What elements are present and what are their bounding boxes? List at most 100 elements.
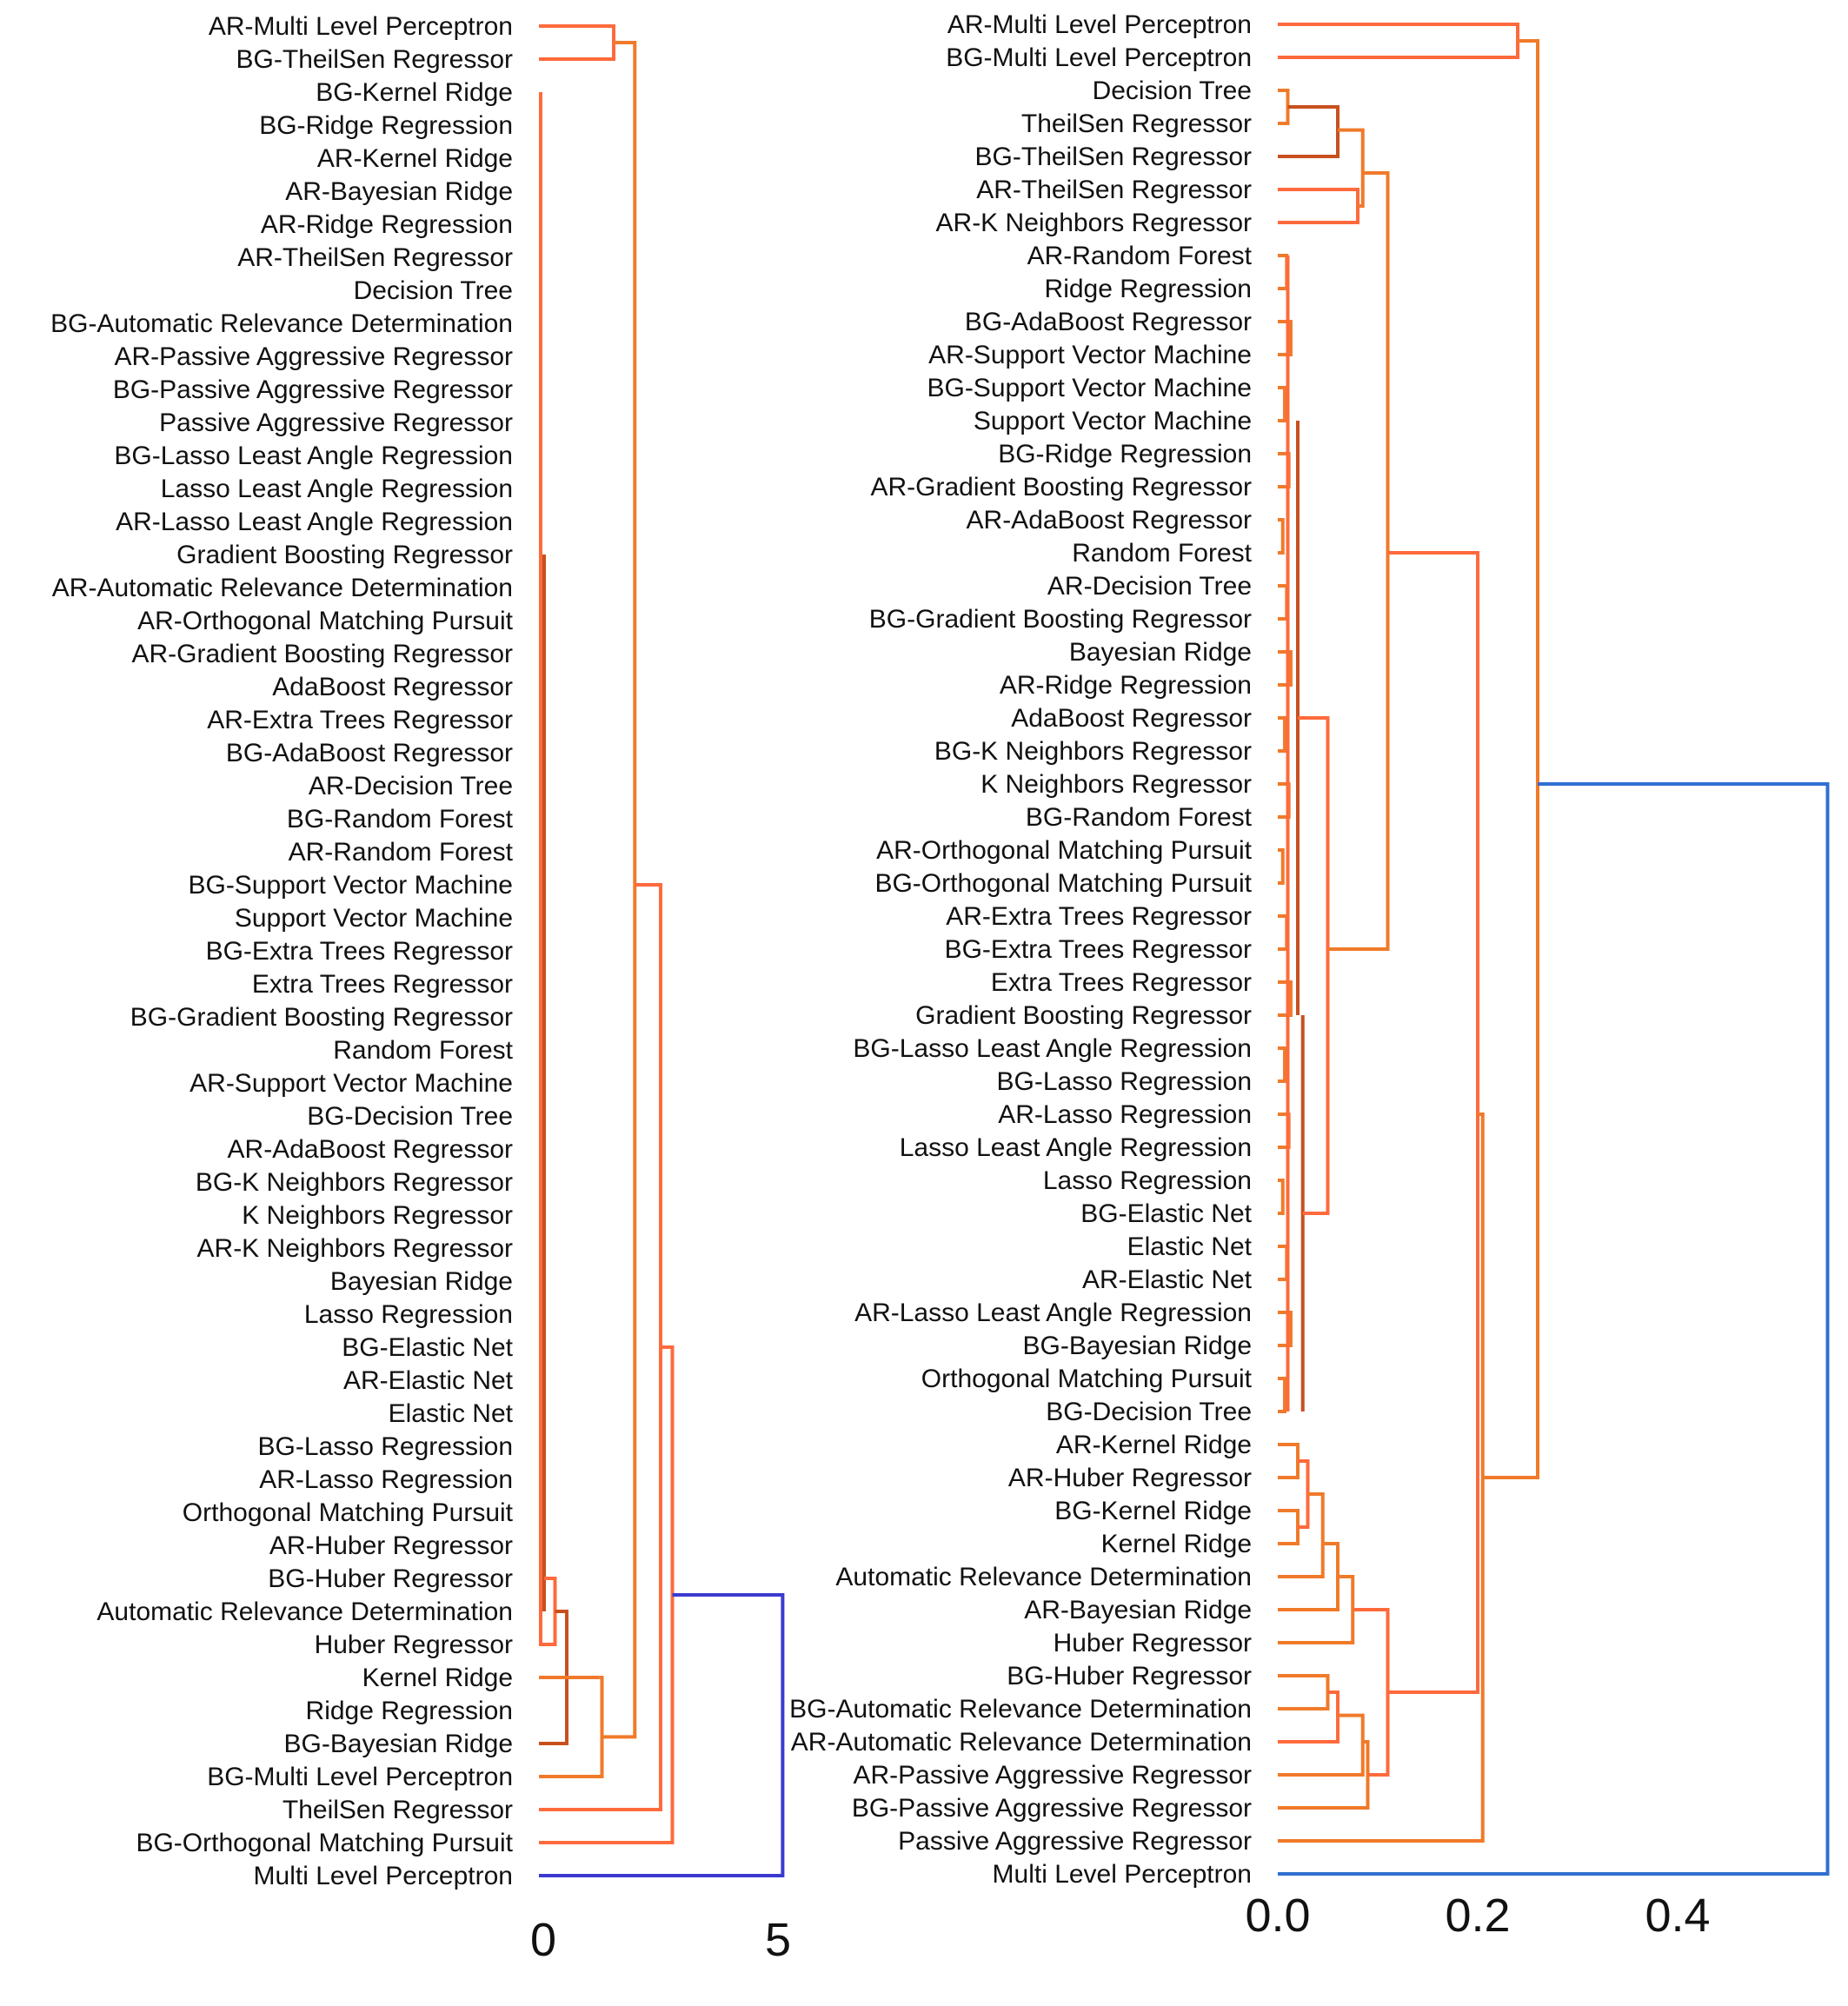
right-branch-bg-huber: [1278, 1674, 1330, 1710]
right-distance-axis: 0.0 0.2 0.4: [1245, 1890, 1710, 1942]
left-dendrogram: AR-Multi Level Perceptron BG-TheilSen Reg…: [50, 12, 791, 1966]
left-leaf-label-ar-adaboost-regressor: AR-AdaBoost Regressor: [228, 1135, 513, 1164]
right-leaf-label-ar-elastic-net: AR-Elastic Net: [1082, 1265, 1253, 1294]
right-leaf-label-bg-huber-regressor: BG-Huber Regressor: [1007, 1662, 1252, 1690]
left-leaf-label-ar-extra-trees-regressor: AR-Extra Trees Regressor: [207, 706, 513, 734]
right-branch-leafpair-21: [1278, 716, 1287, 753]
right-branch-passive: [1278, 1713, 1365, 1777]
left-axis-tick-1: 5: [765, 1914, 791, 1966]
right-leaf-label-ar-decision-tree: AR-Decision Tree: [1047, 572, 1252, 601]
right-leaf-label-ar-gradient-boosting-regressor: AR-Gradient Boosting Regressor: [870, 473, 1252, 502]
right-leaf-label-bg-passive-aggressive-regressor: BG-Passive Aggressive Regressor: [852, 1794, 1252, 1823]
right-leaf-label-theilsen-regressor: TheilSen Regressor: [1021, 110, 1252, 138]
left-leaf-label-ar-ridge-regression: AR-Ridge Regression: [261, 210, 513, 239]
right-leaf-label-bg-adaboost-regressor: BG-AdaBoost Regressor: [965, 308, 1252, 336]
left-leaf-label-bg-passive-aggressive-regressor: BG-Passive Aggressive Regressor: [113, 375, 513, 404]
right-leaf-label-bg-lasso-regression: BG-Lasso Regression: [997, 1067, 1252, 1096]
right-leaf-label-bg-kernel-ridge: BG-Kernel Ridge: [1054, 1497, 1252, 1525]
left-leaf-label-orthogonal-matching-pursuit: Orthogonal Matching Pursuit: [183, 1498, 514, 1527]
left-leaf-label-ar-random-forest: AR-Random Forest: [289, 838, 514, 867]
right-leaf-label-bg-elastic-net: BG-Elastic Net: [1080, 1199, 1252, 1228]
right-branch-kernel-group-2: [1278, 1509, 1300, 1545]
right-leaf-label-bg-extra-trees-regressor: BG-Extra Trees Regressor: [945, 935, 1252, 964]
left-leaf-label-ar-passive-aggressive-regressor: AR-Passive Aggressive Regressor: [114, 342, 513, 371]
left-leaf-label-bg-kernel-ridge: BG-Kernel Ridge: [316, 78, 513, 107]
right-leaf-label-bg-k-neighbors-regressor: BG-K Neighbors Regressor: [934, 737, 1252, 766]
left-leaf-label-bg-bayesian-ridge: BG-Bayesian Ridge: [284, 1730, 513, 1758]
left-leaf-label-bg-adaboost-regressor: BG-AdaBoost Regressor: [226, 739, 513, 767]
right-leaf-label-support-vector-machine: Support Vector Machine: [974, 407, 1252, 435]
right-branch-leafpair-11: [1278, 386, 1287, 422]
left-leaf-label-bg-ridge-regression: BG-Ridge Regression: [259, 111, 513, 140]
left-leaf-label-ar-k-neighbors-regressor: AR-K Neighbors Regressor: [197, 1234, 513, 1263]
left-leaf-label-random-forest: Random Forest: [333, 1036, 513, 1065]
right-leaf-label-ar-theilsen-regressor: AR-TheilSen Regressor: [976, 176, 1252, 204]
right-leaf-label-ar-extra-trees-regressor: AR-Extra Trees Regressor: [946, 902, 1252, 931]
right-branch-ar-theilsen: [1278, 188, 1359, 224]
left-leaf-label-passive-aggressive-regressor: Passive Aggressive Regressor: [159, 409, 513, 437]
left-leaf-label-ar-multi-level-perceptron: AR-Multi Level Perceptron: [209, 12, 513, 41]
left-leaf-label-bg-k-neighbors-regressor: BG-K Neighbors Regressor: [196, 1168, 513, 1197]
left-leaf-label-lasso-least-angle-regression: Lasso Least Angle Regression: [161, 475, 513, 503]
left-leaf-label-kernel-ridge: Kernel Ridge: [362, 1664, 513, 1692]
right-leaf-label-lasso-least-angle-regression: Lasso Least Angle Regression: [900, 1133, 1252, 1162]
left-leaf-label-bg-decision-tree: BG-Decision Tree: [307, 1102, 513, 1131]
left-leaf-label-bg-multi-level-perceptron: BG-Multi Level Perceptron: [207, 1763, 513, 1791]
left-leaf-label-lasso-regression: Lasso Regression: [304, 1300, 513, 1329]
left-leaf-label-ar-bayesian-ridge: AR-Bayesian Ridge: [285, 177, 513, 206]
left-dendrogram-branches: [539, 24, 785, 1877]
right-branch-theilsen-merge: [1338, 128, 1365, 208]
left-leaf-label-theilsen-regressor: TheilSen Regressor: [283, 1796, 513, 1824]
left-leaf-label-bg-elastic-net: BG-Elastic Net: [342, 1333, 513, 1362]
right-leaf-label-ar-kernel-ridge: AR-Kernel Ridge: [1056, 1431, 1252, 1459]
right-leaf-label-ar-orthogonal-matching-pursuit: AR-Orthogonal Matching Pursuit: [876, 836, 1253, 865]
left-leaf-label-bg-random-forest: BG-Random Forest: [287, 805, 514, 834]
right-leaf-label-automatic-relevance-determination: Automatic Relevance Determination: [835, 1563, 1252, 1591]
left-leaf-label-multi-level-perceptron: Multi Level Perceptron: [254, 1862, 513, 1890]
right-branch-leafpair-7: [1278, 254, 1289, 290]
right-branch-leafpair-27: [1278, 914, 1289, 951]
right-branch-leafpair-17: [1278, 584, 1289, 621]
right-leaf-label-huber-regressor: Huber Regressor: [1054, 1629, 1252, 1657]
right-leaf-label-ar-bayesian-ridge: AR-Bayesian Ridge: [1024, 1596, 1252, 1624]
right-leaf-label-bg-multi-level-perceptron: BG-Multi Level Perceptron: [946, 43, 1252, 72]
right-branch-lower-merge: [1353, 1608, 1390, 1777]
right-leaf-label-ar-ridge-regression: AR-Ridge Regression: [1000, 671, 1252, 700]
right-leaf-label-random-forest: Random Forest: [1072, 539, 1252, 568]
left-leaf-label-automatic-relevance-determination: Automatic Relevance Determination: [96, 1597, 513, 1626]
left-leaf-label-bg-lasso-regression: BG-Lasso Regression: [258, 1432, 513, 1461]
right-branch-kernel-group: [1278, 1443, 1300, 1479]
right-branch-leafpair-15: [1278, 518, 1285, 555]
right-leaf-label-ar-huber-regressor: AR-Huber Regressor: [1008, 1464, 1252, 1492]
right-branch-ard: [1278, 1492, 1325, 1578]
left-leaf-label-ar-decision-tree: AR-Decision Tree: [309, 772, 513, 800]
right-leaf-label-bg-gradient-boosting-regressor: BG-Gradient Boosting Regressor: [869, 605, 1252, 634]
right-leaf-label-bg-theilsen-regressor: BG-TheilSen Regressor: [975, 143, 1252, 171]
right-leaf-label-bayesian-ridge: Bayesian Ridge: [1069, 638, 1252, 667]
left-leaf-label-k-neighbors-regressor: K Neighbors Regressor: [242, 1201, 513, 1230]
left-leaf-label-bg-automatic-relevance-determination: BG-Automatic Relevance Determination: [50, 309, 513, 338]
right-leaf-label-bg-bayesian-ridge: BG-Bayesian Ridge: [1023, 1332, 1252, 1360]
left-leaf-label-ar-lasso-least-angle-regression: AR-Lasso Least Angle Regression: [116, 508, 513, 536]
right-leaf-label-ar-adaboost-regressor: AR-AdaBoost Regressor: [967, 506, 1252, 535]
right-branch-dt-theilsen: [1278, 89, 1290, 125]
right-leaf-label-ar-multi-level-perceptron: AR-Multi Level Perceptron: [947, 10, 1252, 39]
right-branch-mid-merge: [1387, 551, 1479, 1694]
right-axis-tick-0: 0.0: [1245, 1890, 1310, 1942]
left-leaf-label-bg-lasso-least-angle-regression: BG-Lasso Least Angle Regression: [114, 442, 513, 470]
right-branch-leafpair-29: [1278, 980, 1293, 1017]
left-leaf-label-adaboost-regressor: AdaBoost Regressor: [272, 673, 513, 701]
left-leaf-label-ar-huber-regressor: AR-Huber Regressor: [269, 1531, 513, 1560]
left-leaf-label-ar-support-vector-machine: AR-Support Vector Machine: [189, 1069, 513, 1098]
right-leaf-label-bg-automatic-relevance-determination: BG-Automatic Relevance Determination: [789, 1695, 1252, 1724]
right-leaf-label-lasso-regression: Lasso Regression: [1043, 1166, 1252, 1195]
right-branch-leafpair-9: [1278, 320, 1293, 356]
right-branch-leafpair-31: [1278, 1046, 1287, 1083]
left-leaf-label-bg-gradient-boosting-regressor: BG-Gradient Boosting Regressor: [130, 1003, 513, 1032]
left-leaf-label-ar-gradient-boosting-regressor: AR-Gradient Boosting Regressor: [131, 640, 513, 668]
left-branch-bg-omp: [539, 1345, 675, 1844]
left-leaf-label-elastic-net: Elastic Net: [389, 1399, 514, 1428]
right-leaf-label-orthogonal-matching-pursuit: Orthogonal Matching Pursuit: [921, 1365, 1253, 1393]
